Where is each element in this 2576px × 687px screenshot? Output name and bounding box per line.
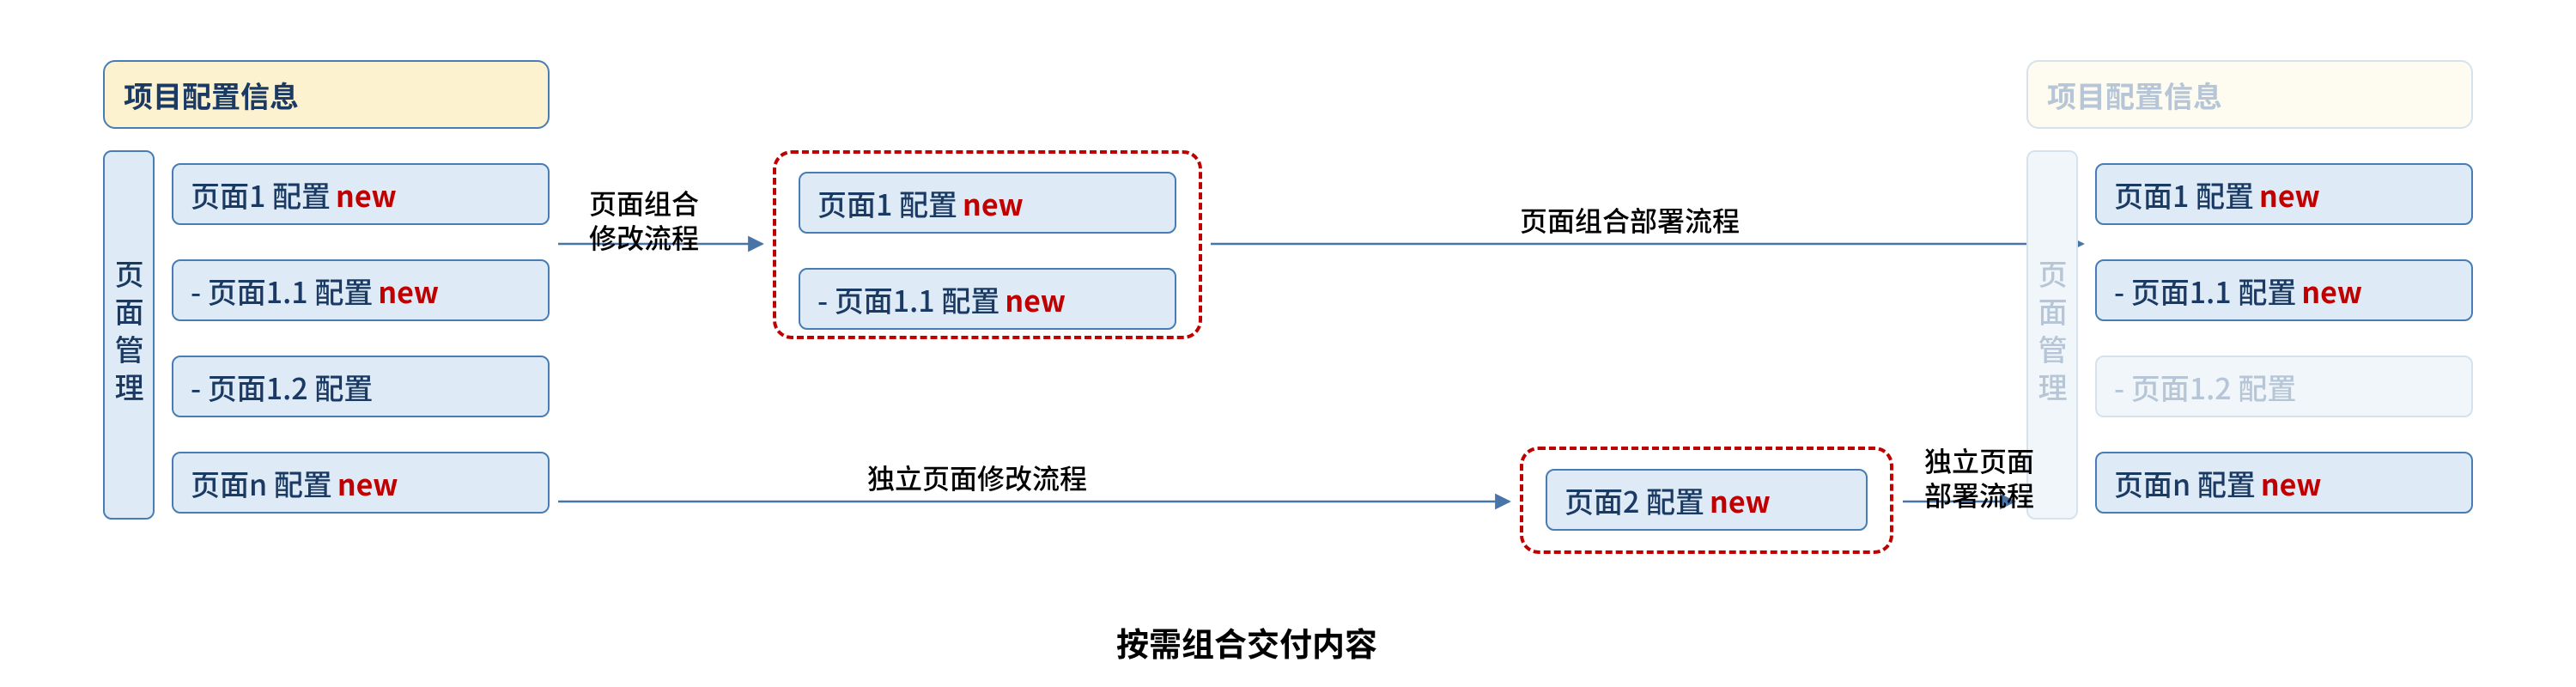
diagram-caption: 按需组合交付内容 [1116,618,1377,666]
page-config-box: 页面1 配置new [172,163,550,225]
page-management-label: 页面管理 [103,150,155,520]
new-tag: new [1710,479,1771,521]
page-config-text: - 页面1.1 配置 [191,270,373,312]
page-config-box: 页面2 配置new [1546,469,1868,531]
flow-arrow-label: 独立页面部署流程 [1906,443,2052,512]
page-config-box: 页面n 配置new [172,452,550,514]
page-config-text: - 页面1.1 配置 [2114,270,2296,312]
new-tag: new [963,182,1024,224]
new-tag: new [336,173,397,216]
page-config-box: - 页面1.2 配置 [2095,356,2473,417]
new-tag: new [1005,278,1066,320]
page-config-box: - 页面1.1 配置new [799,268,1176,330]
new-tag: new [2261,462,2322,504]
page-config-text: - 页面1.2 配置 [2114,366,2296,408]
page-config-text: 页面n 配置 [2114,462,2256,504]
flow-arrow-label: 页面组合修改流程 [571,185,717,254]
flow-arrow-label: 页面组合部署流程 [1520,203,1740,237]
new-tag: new [378,270,439,312]
flow-arrow-label: 独立页面修改流程 [867,460,1087,495]
new-tag: new [337,462,398,504]
page-config-box: - 页面1.1 配置new [172,259,550,321]
page-config-text: 页面n 配置 [191,462,332,504]
page-config-text: - 页面1.2 配置 [191,366,373,408]
page-config-box: - 页面1.2 配置 [172,356,550,417]
page-config-box: - 页面1.1 配置new [2095,259,2473,321]
new-tag: new [2259,173,2320,216]
page-config-box: 页面1 配置new [799,172,1176,234]
page-config-text: 页面1 配置 [191,173,331,216]
page-config-text: - 页面1.1 配置 [817,278,999,320]
page-config-text: 页面1 配置 [817,182,957,224]
page-config-text: 页面2 配置 [1564,479,1704,521]
project-config-header: 项目配置信息 [2026,60,2473,129]
page-config-text: 页面1 配置 [2114,173,2254,216]
new-tag: new [2301,270,2362,312]
project-config-header: 项目配置信息 [103,60,550,129]
page-config-box: 页面n 配置new [2095,452,2473,514]
page-config-box: 页面1 配置new [2095,163,2473,225]
